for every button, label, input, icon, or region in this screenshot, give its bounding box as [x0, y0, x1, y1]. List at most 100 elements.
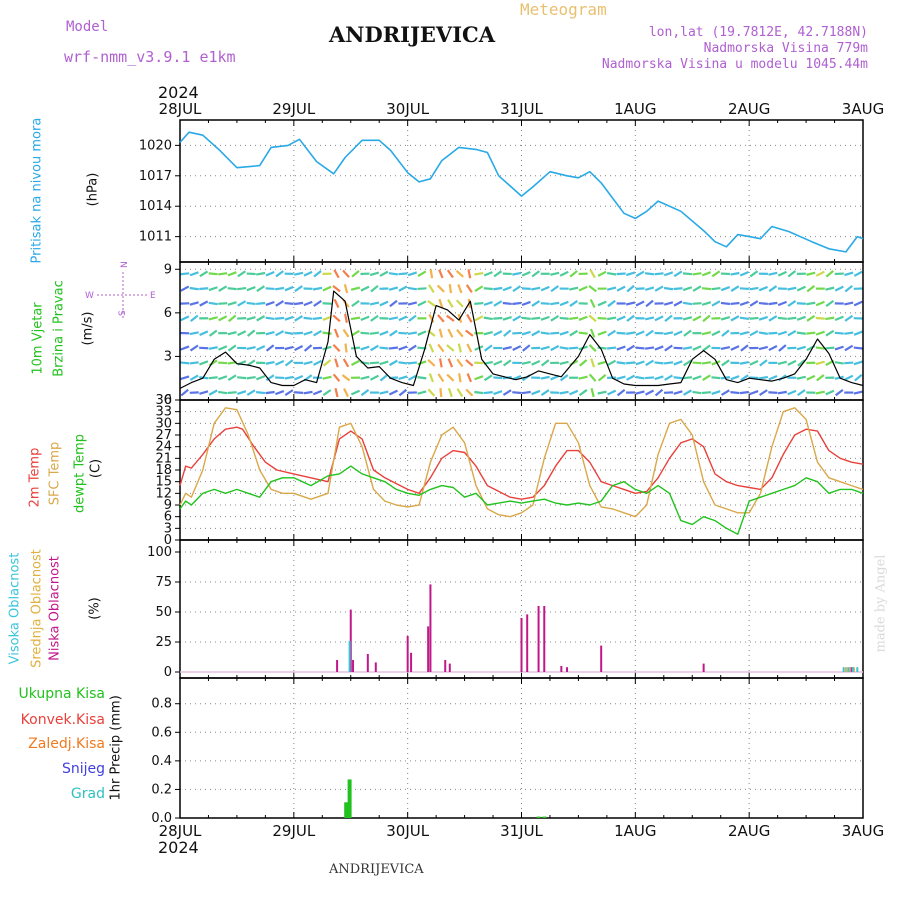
wind-arrow — [749, 390, 759, 396]
wind-arrow — [787, 329, 797, 337]
x-tick-label-bottom: 29JUL — [272, 822, 315, 840]
wind-arrow — [246, 389, 256, 396]
wind-arrow — [227, 301, 237, 306]
legend-total-rain: Ukupna Kisa — [18, 686, 105, 702]
wind-arrow — [332, 344, 341, 353]
wind-arrow — [313, 270, 322, 278]
wind-arrow — [797, 359, 806, 367]
cloud-bar — [852, 667, 855, 672]
wind-arrow — [654, 345, 664, 351]
x-tick-label-top: 30JUL — [386, 100, 429, 118]
y-tick-label: 1017 — [139, 169, 172, 184]
wind-arrow — [635, 300, 645, 307]
wind-arrow — [834, 345, 844, 351]
wind-speed-line — [179, 290, 864, 389]
wind-arrow — [749, 316, 759, 320]
wind-arrow — [664, 344, 673, 352]
wind-arrow — [246, 286, 256, 292]
wind-arrow — [626, 314, 635, 322]
x-tick-label-bottom: 1AUG — [614, 822, 656, 840]
lonlat-info: lon,lat (19.7812E, 42.7188N) — [648, 25, 868, 40]
wind-arrow — [590, 358, 596, 368]
wind-arrow — [815, 360, 825, 366]
wind-arrow — [797, 389, 806, 397]
precip-bar — [347, 779, 352, 818]
wind-arrow — [512, 391, 522, 395]
wind-arrow — [342, 269, 350, 278]
cloud-bar — [850, 667, 853, 672]
wind-arrow — [180, 345, 190, 351]
wind-arrow — [607, 359, 617, 367]
cloud-bar — [560, 666, 563, 672]
wind-arrow — [455, 269, 464, 278]
wind-arrow — [540, 285, 550, 292]
wind-arrow — [351, 270, 360, 278]
wind-arrow — [834, 375, 844, 380]
wind-arrow — [531, 389, 541, 396]
wind-arrow — [388, 389, 398, 396]
wind-arrow — [246, 301, 256, 306]
wind-arrow — [447, 358, 454, 368]
wind-arrow — [284, 359, 294, 367]
wind-arrow — [607, 329, 616, 337]
wind-arrow — [218, 285, 228, 292]
wind-arrow — [796, 345, 806, 351]
wind-arrow — [721, 359, 730, 367]
wind-arrow — [739, 360, 750, 365]
wind-arrow — [663, 331, 674, 336]
wind-arrow — [294, 374, 304, 381]
wind-arrow — [588, 285, 597, 293]
y-tick-label: 12 — [155, 486, 172, 501]
wind-arrow — [522, 344, 531, 352]
wind-arrow — [332, 373, 341, 382]
wind-arrow — [429, 269, 434, 279]
year-bottom: 2024 — [158, 838, 199, 857]
y-tick-label: 75 — [155, 575, 172, 590]
wind-arrow — [493, 330, 503, 337]
wind-arrow — [448, 284, 453, 294]
wind-arrow — [322, 389, 332, 397]
wind-arrow — [540, 302, 550, 305]
wind-arrow — [246, 316, 256, 321]
wind-arrow — [597, 300, 607, 307]
wind-arrow — [343, 284, 349, 294]
wind-arrow — [768, 331, 778, 335]
wind-arrow — [484, 344, 493, 352]
cloud-bar — [600, 645, 603, 672]
wind-arrow — [322, 331, 332, 335]
wind-arrow — [806, 331, 816, 335]
wind-arrow — [199, 360, 209, 366]
wind-arrow — [540, 375, 550, 380]
wind-arrow — [682, 272, 693, 276]
wind-arrow — [559, 360, 569, 366]
wind-arrow — [644, 272, 655, 276]
panel-frame — [179, 677, 864, 819]
wind-arrow — [246, 346, 256, 351]
wind-arrow — [407, 271, 418, 277]
wind-arrow — [758, 285, 768, 292]
wind-arrow — [654, 272, 664, 276]
legend-hail: Grad — [70, 786, 105, 802]
wind-arrow — [407, 301, 418, 306]
wind-arrow — [294, 285, 303, 293]
wind-arrow — [559, 390, 569, 395]
wind-arrow — [853, 300, 863, 307]
wind-arrow — [334, 387, 339, 398]
wind-arrow — [208, 376, 218, 380]
wind-arrow — [398, 361, 408, 365]
precip-bar — [536, 816, 541, 818]
wind-arrow — [692, 272, 702, 276]
y-tick-label: 15 — [155, 475, 172, 490]
y-tick-label: 0 — [164, 393, 172, 408]
wind-arrow — [379, 346, 389, 350]
y-tick-label: 18 — [155, 463, 172, 478]
wind-arrow — [559, 316, 569, 320]
wind-arrow — [275, 300, 285, 307]
wind-arrow — [180, 361, 190, 365]
wind-arrow — [777, 270, 787, 277]
wind-arrow — [730, 345, 740, 351]
wind-arrow — [446, 269, 454, 279]
wind-arrow — [199, 390, 209, 395]
legend-snow: Snijeg — [61, 761, 105, 777]
